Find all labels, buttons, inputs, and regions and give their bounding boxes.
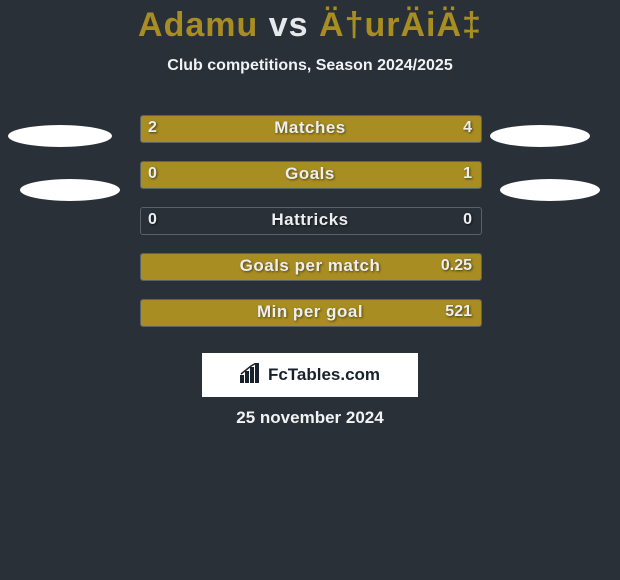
stat-label: Hattricks xyxy=(140,207,480,233)
stat-label: Goals xyxy=(140,161,480,187)
subtitle: Club competitions, Season 2024/2025 xyxy=(0,57,620,75)
watermark: FcTables.com xyxy=(202,353,418,397)
date-label: 25 november 2024 xyxy=(0,408,620,428)
stat-right-value: 4 xyxy=(463,115,472,141)
page-title: Adamu vs Ä†urÄiÄ‡ xyxy=(0,0,620,45)
stat-left-value: 0 xyxy=(148,161,157,187)
player1-name: Adamu xyxy=(138,6,258,44)
ellipse-decoration xyxy=(8,125,112,147)
stat-left-value: 0 xyxy=(148,207,157,233)
vs-label: vs xyxy=(269,6,309,44)
stat-label: Min per goal xyxy=(140,299,480,325)
stat-row: Min per goal 521 xyxy=(0,299,620,325)
stat-right-value: 0.25 xyxy=(441,253,472,279)
stat-right-value: 0 xyxy=(463,207,472,233)
chart-icon xyxy=(240,363,262,388)
ellipse-decoration xyxy=(490,125,590,147)
watermark-text: FcTables.com xyxy=(268,365,380,385)
stat-row: Goals per match 0.25 xyxy=(0,253,620,279)
stat-label: Matches xyxy=(140,115,480,141)
comparison-card: Adamu vs Ä†urÄiÄ‡ Club competitions, Sea… xyxy=(0,0,620,580)
stat-right-value: 521 xyxy=(445,299,472,325)
stat-right-value: 1 xyxy=(463,161,472,187)
ellipse-decoration xyxy=(500,179,600,201)
player2-name: Ä†urÄiÄ‡ xyxy=(319,6,482,44)
stat-left-value: 2 xyxy=(148,115,157,141)
stat-label: Goals per match xyxy=(140,253,480,279)
ellipse-decoration xyxy=(20,179,120,201)
stat-row: 0 Hattricks 0 xyxy=(0,207,620,233)
